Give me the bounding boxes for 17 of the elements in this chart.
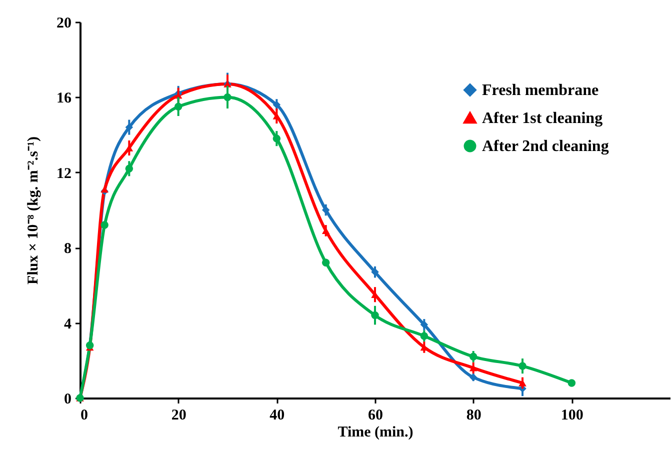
x-tick-label: 100: [560, 408, 584, 424]
y-tick-label: 20: [56, 16, 72, 32]
y-tick-label: 0: [64, 392, 72, 408]
x-axis-title: Time (min.): [338, 424, 414, 440]
legend-label: After 1st cleaning: [482, 110, 603, 127]
legend-label: After 2nd cleaning: [482, 138, 609, 155]
x-tick-label: 0: [80, 408, 88, 424]
x-tick-label: 60: [368, 408, 383, 424]
y-tick-label: 16: [56, 90, 72, 107]
x-tick-label: 40: [270, 408, 285, 424]
x-tick-label: 80: [466, 408, 482, 424]
y-tick-label: 8: [64, 241, 72, 258]
x-tick-label: 20: [171, 408, 186, 424]
y-tick-label: 12: [56, 166, 72, 182]
legend-label: Fresh membrane: [482, 82, 599, 99]
y-axis-title: Flux × 10⁻⁸ (kg. m⁻².s⁻¹): [26, 136, 42, 284]
y-tick-label: 4: [64, 316, 72, 332]
